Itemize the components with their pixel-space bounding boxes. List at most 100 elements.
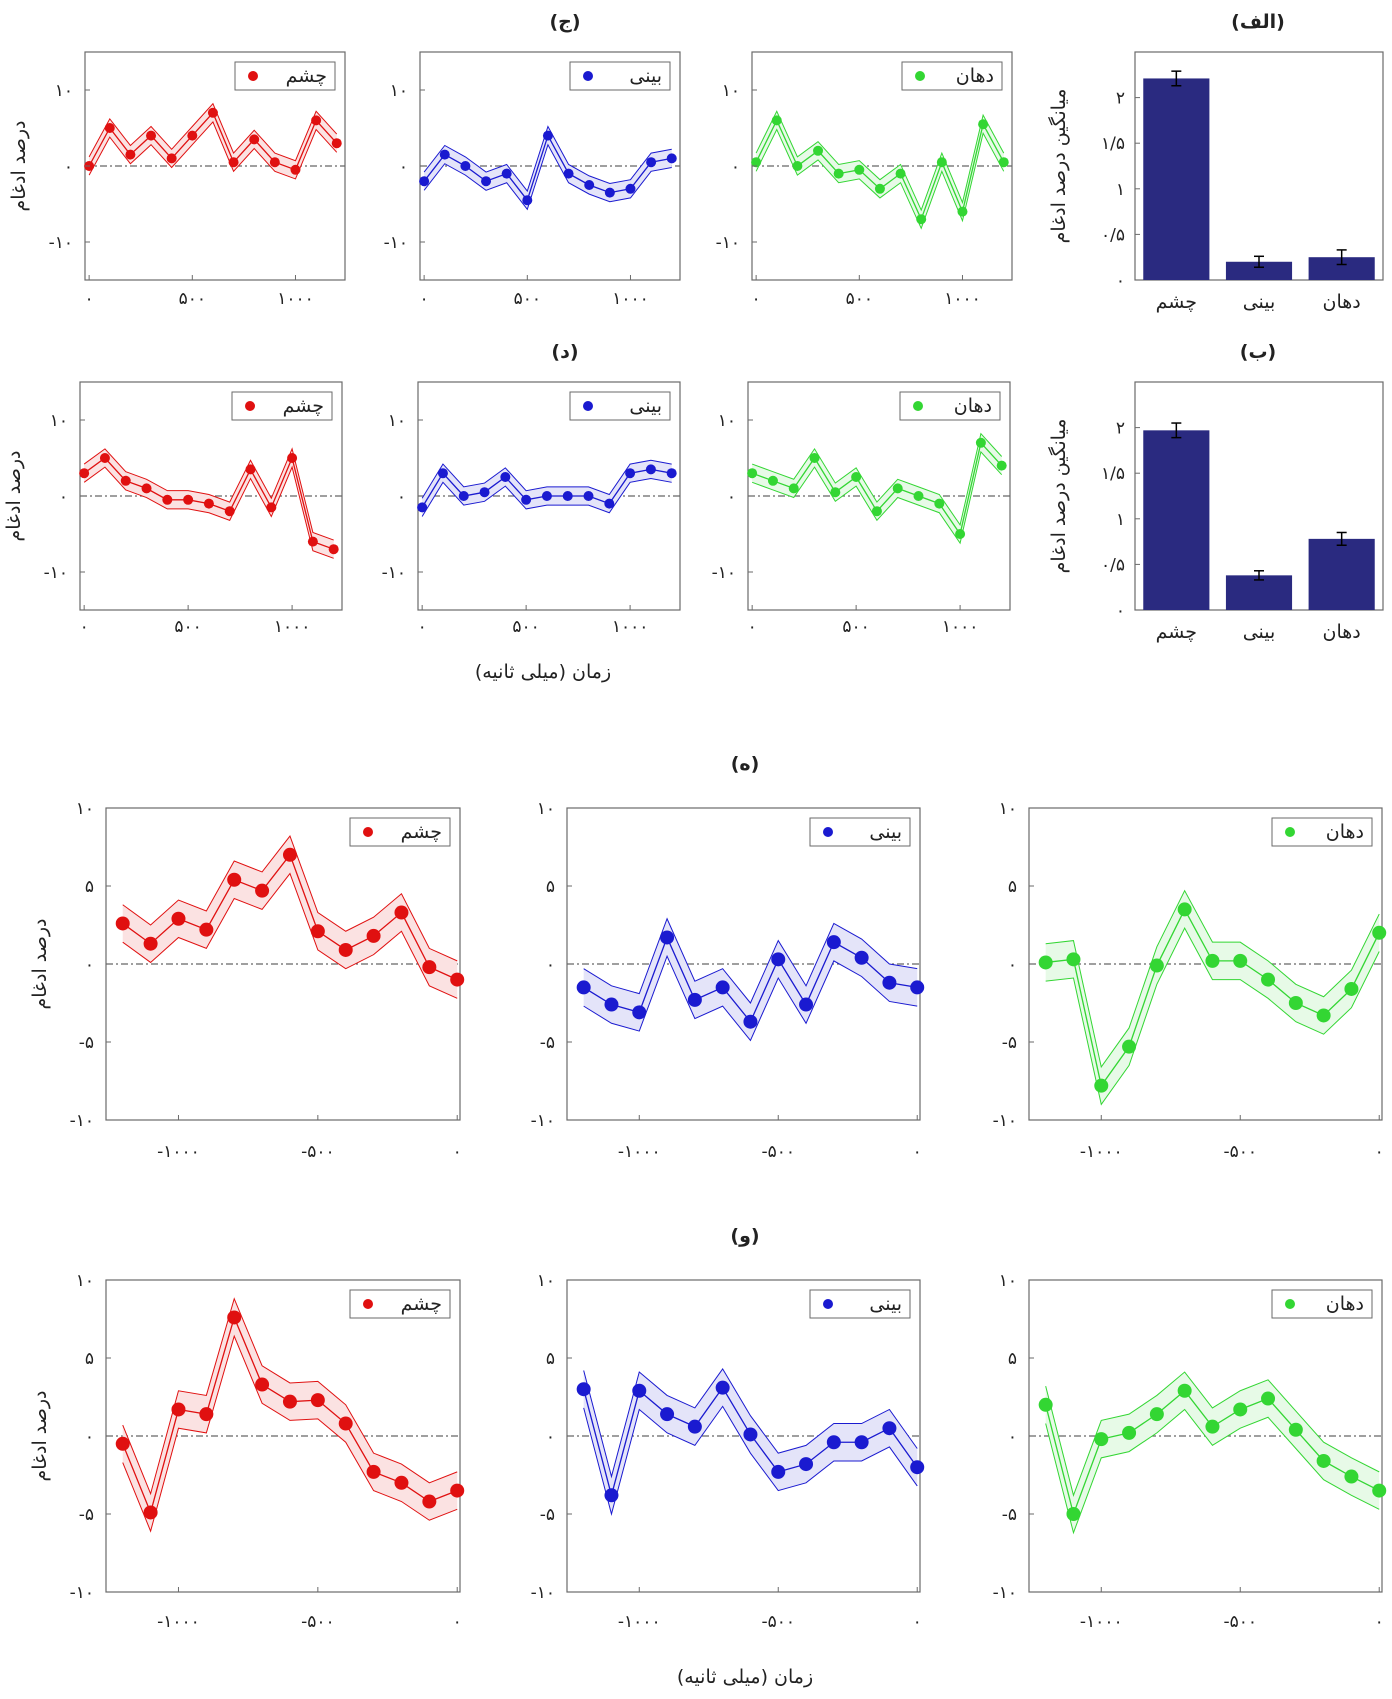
y-tick-label: ۱۰ [76,799,94,819]
x-tick-label: ۱۰۰۰ [277,289,314,309]
x-tick-label: ۰ [418,617,427,637]
legend-marker [823,1299,833,1309]
data-point [224,506,235,517]
bar [1225,261,1293,280]
error-band [583,1368,918,1514]
subplot-nose: -۱۰ ۰ ۱۰ ۰ ۵۰۰ ۱۰۰۰ بینی [382,381,681,637]
y-tick-label: ۱۰ [390,81,408,101]
data-point [771,115,782,126]
x-category-label: بینی [1243,621,1276,643]
subplot-eye: -۱۰ -۵ ۰ ۵ ۱۰ -۱۰۰۰ -۵۰۰ ۰ چشم [70,1271,465,1632]
data-point [460,161,471,171]
band-upper-line [755,110,1005,212]
x-axis-label-bottom: زمان (میلی ثانیه) [677,1666,813,1688]
data-point [747,468,758,479]
legend: چشم [231,391,333,421]
data-point [913,491,924,501]
y-tick-label: ۰ [727,487,736,507]
legend: چشم [349,817,451,847]
y-tick-label: ۰ [1116,271,1125,291]
data-point [978,119,989,130]
data-point [625,468,636,479]
data-point [1205,953,1220,968]
band-upper-line [122,835,458,962]
data-point [1344,981,1359,996]
data-point [660,1407,675,1422]
band-lower-line [1045,927,1380,1106]
legend-label: بینی [869,821,902,843]
data-point [143,1505,158,1520]
band-upper-line [122,1297,458,1496]
data-point [1122,1039,1137,1054]
legend-marker [823,827,833,837]
x-tick-label: -۵۰۰ [761,1612,795,1632]
y-tick-label: ۰ [64,157,73,177]
legend: بینی [569,391,671,421]
y-tick-label: ۵ [546,1349,555,1369]
data-point [1372,1483,1387,1498]
data-point [892,483,903,494]
data-point [338,1416,353,1431]
data-point [422,1494,437,1509]
data-point [199,922,214,937]
data-point [481,176,492,187]
y-tick-label: ۱۰ [722,81,740,101]
panel-title: (الف) [1231,11,1285,33]
x-tick-label: ۰ [752,289,761,309]
data-point [792,161,803,171]
data-point [660,930,675,945]
x-tick-label: -۵۰۰ [301,1612,335,1632]
data-point [310,924,325,939]
legend: بینی [809,817,911,847]
legend: دهان [899,391,1001,421]
data-point [998,157,1009,168]
data-point [541,491,552,501]
data-point [851,472,862,482]
y-axis-label: درصد ادغام [3,450,25,541]
legend: دهان [901,61,1003,91]
data-point [715,1380,730,1395]
data-point [115,916,130,931]
legend-marker [363,1299,373,1309]
band-upper-line [583,1368,918,1479]
x-tick-label: ۱۰۰۰ [612,289,649,309]
data-point [255,1377,270,1392]
data-point [282,1394,297,1409]
y-tick-label: ۱/۵ [1101,464,1125,484]
data-point [687,1419,702,1434]
data-point [203,498,214,509]
bar [1308,538,1375,610]
x-category-label: چشم [1156,291,1197,313]
legend-marker [1285,1299,1295,1309]
legend-label: چشم [286,65,327,87]
data-point [501,168,512,179]
y-tick-label: ۰ [1008,1427,1017,1447]
data-point [563,168,574,179]
x-tick-label: ۵۰۰ [842,617,869,637]
x-tick-label: ۰ [748,617,757,637]
panel-group-alef: (الف) چشم بینی دهان ۰ ۰/۵ ۱ ۱/۵ ۲ میانگین درصد اد… [1047,11,1384,313]
subplot-eye: -۱۰ ۰ ۱۰ ۰ ۵۰۰ ۱۰۰۰ چشم [49,51,346,309]
data-point [583,491,594,501]
data-point [439,149,450,160]
data-point [910,1460,925,1475]
data-point [269,157,280,168]
legend-label: دهان [1326,1293,1364,1315]
x-tick-label: ۰ [80,617,89,637]
data-point [871,506,882,517]
y-tick-label: ۰ [546,955,555,975]
data-point [171,1402,186,1417]
data-point [290,164,301,175]
y-tick-label: -۱۰ [382,563,406,583]
data-point [1205,1419,1220,1434]
data-point [1288,1422,1303,1437]
legend-marker [583,71,593,81]
y-tick-label: -۵ [1002,1033,1017,1053]
data-point [227,1310,242,1325]
data-point [833,168,844,179]
data-point [1233,953,1248,968]
data-point [788,483,799,494]
band-lower-line [423,143,672,211]
panel-group-be: (ب) چشم بینی دهان ۰ ۰/۵ ۱ ۱/۵ ۲ میانگین درصد ادغا… [1047,341,1384,643]
